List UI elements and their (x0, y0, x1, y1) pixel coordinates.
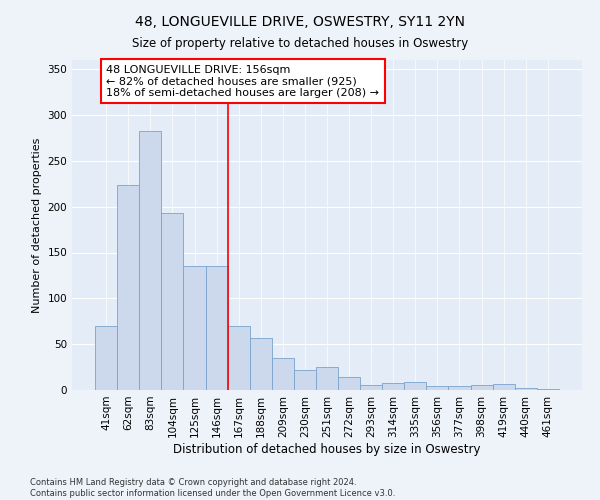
Bar (537, 389, 559, 390)
Text: 48 LONGUEVILLE DRIVE: 156sqm
← 82% of detached houses are smaller (925)
18% of s: 48 LONGUEVILLE DRIVE: 156sqm ← 82% of de… (106, 64, 379, 98)
Text: Contains HM Land Registry data © Crown copyright and database right 2024.
Contai: Contains HM Land Registry data © Crown c… (30, 478, 395, 498)
X-axis label: Distribution of detached houses by size in Oswestry: Distribution of detached houses by size … (173, 442, 481, 456)
Bar (382, 382, 404, 390)
Text: Size of property relative to detached houses in Oswestry: Size of property relative to detached ho… (132, 38, 468, 51)
Bar (515, 388, 537, 390)
Bar (470, 384, 493, 390)
Bar (427, 386, 448, 390)
Bar (117, 184, 139, 390)
Bar (493, 384, 515, 390)
Bar (294, 370, 316, 390)
Bar (161, 213, 184, 390)
Bar (139, 130, 161, 390)
Bar (448, 386, 470, 390)
Bar (316, 367, 338, 390)
Bar (404, 382, 427, 390)
Bar (272, 358, 294, 390)
Text: 48, LONGUEVILLE DRIVE, OSWESTRY, SY11 2YN: 48, LONGUEVILLE DRIVE, OSWESTRY, SY11 2Y… (135, 15, 465, 29)
Bar (95, 326, 117, 390)
Bar (206, 266, 227, 390)
Bar (184, 266, 206, 390)
Bar (250, 338, 272, 390)
Bar (338, 377, 360, 390)
Bar (227, 326, 250, 390)
Bar (360, 384, 382, 390)
Y-axis label: Number of detached properties: Number of detached properties (32, 138, 42, 312)
